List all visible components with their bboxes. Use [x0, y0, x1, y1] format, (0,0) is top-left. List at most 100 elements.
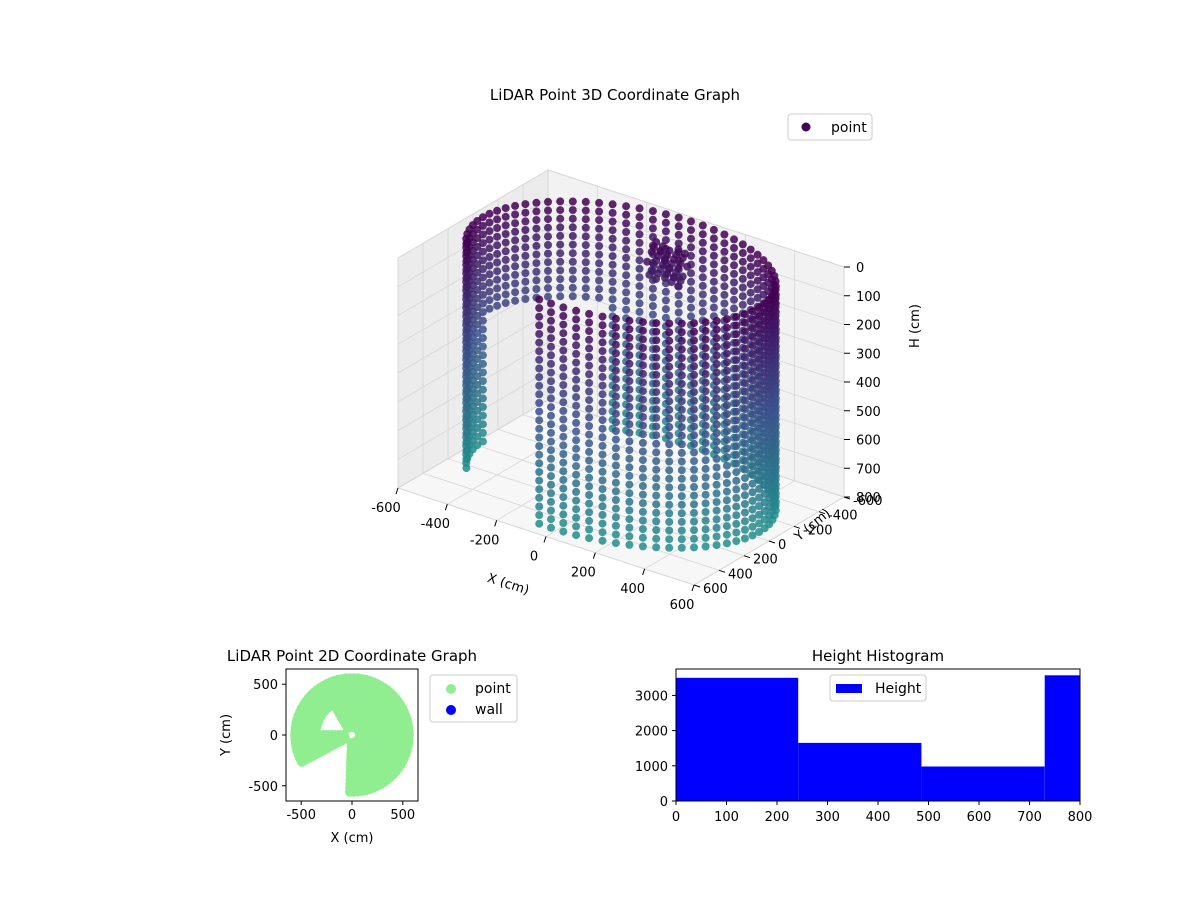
- chart-3d-point: [501, 238, 510, 247]
- chart-3d-point: [544, 197, 552, 206]
- chart-3d-point: [635, 221, 644, 230]
- chart-3d-point: [665, 336, 674, 345]
- chart-3d-point: [535, 511, 544, 520]
- chart-3d-point: [722, 401, 731, 410]
- chart-3d-point: [665, 457, 674, 466]
- chart-3d-point: [493, 275, 502, 284]
- chart-3d-point: [625, 385, 634, 394]
- chart-3d-point: [485, 304, 494, 313]
- chart-3d-point: [722, 418, 731, 427]
- chart-3d-point: [722, 341, 731, 349]
- chart-3d-point: [625, 377, 634, 386]
- chart-3d-point: [625, 471, 634, 480]
- chart-3d-point: [738, 257, 747, 266]
- chart-3d-gridline-z: [397, 169, 845, 268]
- chart-3d-point: [572, 487, 581, 496]
- chart-3d-point: [748, 410, 757, 419]
- chart-3d-point: [732, 347, 741, 356]
- chart-3d-point: [701, 439, 710, 447]
- chart-3d-point: [690, 491, 698, 500]
- chart-3d-point: [585, 473, 594, 482]
- chart-3d-point: [652, 439, 661, 448]
- chart-3d-point: [547, 385, 555, 394]
- chart-3d-point: [485, 253, 494, 261]
- chart-3d-point: [677, 388, 686, 397]
- chart-3d-point: [462, 455, 471, 464]
- chart-3d-point: [740, 413, 749, 422]
- chart-3d-point: [585, 309, 594, 318]
- chart-3d-point: [652, 379, 661, 388]
- chart-3d-point: [559, 337, 568, 346]
- chart-3d-point: [535, 519, 544, 528]
- chart-3d-point: [687, 286, 695, 295]
- chart-3d-point: [608, 208, 617, 217]
- chart-3d-point: [652, 353, 661, 362]
- chart-3d-point: [572, 496, 581, 505]
- chart-3d-point: [547, 437, 555, 446]
- chart-3d-point: [701, 516, 710, 525]
- chart-3d-point: [712, 472, 721, 481]
- chart-3d-point: [722, 366, 731, 375]
- chart-3d-point: [478, 273, 487, 282]
- chart-3d-point: [652, 336, 661, 345]
- chart-3d-point: [738, 249, 747, 257]
- chart-3d-point: [598, 321, 607, 330]
- chart-3d-point: [462, 352, 471, 360]
- chart-3d-point: [611, 487, 620, 496]
- chart-3d-point: [572, 367, 581, 376]
- chart-3d-point: [701, 533, 710, 542]
- chart-3d-point: [462, 308, 471, 317]
- chart-3d-point: [755, 390, 764, 398]
- chart-3d-point: [701, 404, 710, 413]
- chart-3d-point: [678, 272, 687, 281]
- chart-3d-point: [625, 428, 634, 437]
- chart-3d-point: [652, 405, 661, 414]
- chart-3d-point: [712, 316, 721, 325]
- chart-3d-point: [748, 393, 757, 402]
- chart-3d-point: [572, 505, 581, 514]
- chart-3d-point: [638, 387, 647, 396]
- chart-3d-point: [755, 450, 764, 459]
- chart-3d-point: [712, 446, 721, 455]
- chart-3d-point: [511, 201, 520, 210]
- chart-3d-point: [493, 232, 502, 241]
- chart-3d-point: [690, 483, 698, 491]
- chart-3d-point: [677, 423, 686, 432]
- chart-3d-point: [493, 301, 502, 310]
- chart-3d-point: [559, 363, 568, 372]
- chart-3d-point: [722, 539, 731, 548]
- chart-3d-point: [511, 288, 520, 297]
- chart-3d-point: [665, 265, 674, 273]
- chart-3d-point: [598, 502, 607, 511]
- chart-3d-point: [511, 227, 520, 236]
- chart-3d-point: [760, 377, 769, 386]
- chart-3d-point: [625, 523, 634, 532]
- chart-3d-point: [648, 207, 657, 216]
- chart-3d-point: [712, 498, 721, 506]
- chart-3d-point: [501, 212, 510, 221]
- chart-3d-point: [598, 338, 607, 347]
- chart-3d-point: [585, 387, 594, 396]
- chart-3d-point: [677, 492, 686, 501]
- chart-3d-point: [547, 394, 555, 403]
- chart-3d-point: [622, 236, 631, 245]
- chart-3d-point: [740, 431, 749, 439]
- chart-3d-point: [535, 416, 544, 425]
- chart-3d-point: [535, 493, 544, 502]
- chart-3d-point: [701, 508, 710, 516]
- chart-3d-point: [712, 437, 721, 446]
- chart-3d-point: [625, 359, 634, 368]
- chart-3d-point: [581, 258, 590, 267]
- chart-histogram-ytick-label: 2000: [635, 725, 668, 740]
- chart-3d-point: [701, 464, 710, 473]
- chart-3d-point: [462, 412, 471, 421]
- chart-3d-point: [625, 463, 634, 472]
- chart-3d-point: [690, 457, 698, 466]
- chart-3d-point: [532, 267, 541, 276]
- chart-3d-point: [755, 381, 764, 390]
- chart-3d-point: [493, 215, 502, 224]
- chart-3d-point: [478, 247, 487, 256]
- chart-3d-point: [572, 522, 581, 531]
- chart-3d-point: [687, 312, 695, 321]
- chart-3d-point: [625, 342, 634, 351]
